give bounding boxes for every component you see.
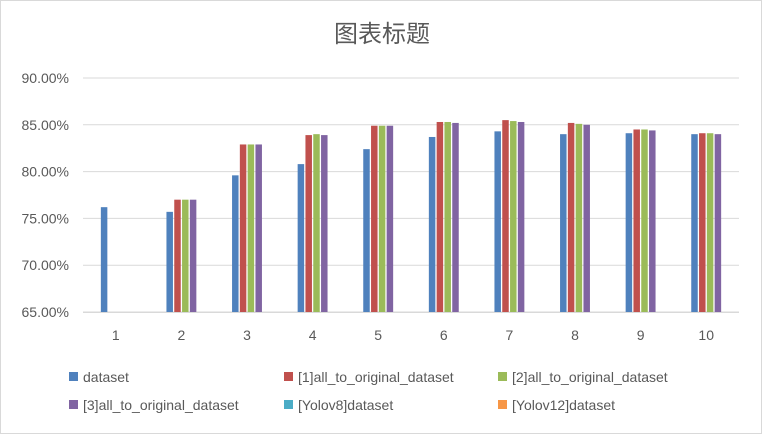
x-tick-label: 4 [309, 327, 317, 343]
x-axis: 1 2 3 4 5 6 7 8 9 10 [83, 312, 739, 343]
gridlines [83, 77, 739, 313]
x-tick-label: 2 [178, 327, 186, 343]
y-axis: 65.00% 70.00% 75.00% 80.00% 85.00% 90.00% [22, 70, 69, 320]
bar-1-1 [100, 207, 108, 312]
legend: dataset [1]all_to_original_dataset [2]all_… [69, 369, 668, 413]
bar-1-3 [232, 175, 239, 312]
x-tick-label: 5 [374, 327, 382, 343]
bar-3-8 [575, 123, 583, 312]
bar-2-5 [371, 125, 378, 313]
bar-3-2 [182, 199, 189, 312]
bar-4-6 [452, 122, 459, 313]
legend-label: dataset [83, 369, 129, 385]
legend-item: [Yolov8]dataset [284, 397, 393, 413]
bar-4-8 [583, 124, 590, 312]
y-tick-label: 65.00% [22, 304, 69, 320]
bar-4-7 [517, 121, 525, 313]
legend-label: [Yolov12]dataset [512, 397, 615, 413]
legend-label: [2]all_to_original_dataset [512, 369, 668, 385]
y-tick-label: 80.00% [22, 164, 69, 180]
legend-swatch [498, 400, 507, 409]
x-tick-label: 1 [112, 327, 120, 343]
bar-1-5 [363, 149, 370, 312]
legend-label: [Yolov8]dataset [298, 397, 393, 413]
bar-1-4 [297, 164, 305, 312]
bar-2-4 [305, 135, 312, 312]
bar-3-6 [444, 121, 451, 313]
bars [100, 120, 722, 313]
bar-1-9 [625, 133, 633, 312]
bar-4-9 [649, 130, 656, 312]
legend-swatch [69, 372, 78, 381]
legend-label: [1]all_to_original_dataset [298, 369, 454, 385]
bar-2-6 [436, 121, 444, 313]
x-tick-label: 3 [243, 327, 251, 343]
bar-2-3 [239, 144, 247, 312]
bar-3-7 [510, 121, 517, 312]
bar-3-5 [378, 125, 386, 313]
bar-2-7 [502, 120, 509, 313]
bar-2-2 [174, 199, 181, 312]
y-tick-label: 85.00% [22, 117, 69, 133]
bar-3-3 [247, 144, 255, 312]
legend-item: [1]all_to_original_dataset [284, 369, 454, 385]
bar-2-9 [633, 129, 640, 312]
bar-2-8 [567, 122, 575, 313]
bar-3-9 [641, 129, 648, 312]
bar-4-4 [321, 135, 328, 312]
legend-item: [2]all_to_original_dataset [498, 369, 668, 385]
x-tick-label: 6 [440, 327, 448, 343]
x-tick-label: 10 [698, 327, 714, 343]
bar-1-6 [428, 136, 436, 312]
y-tick-label: 75.00% [22, 210, 69, 226]
legend-swatch [284, 372, 293, 381]
x-tick-label: 9 [637, 327, 645, 343]
legend-swatch [498, 372, 507, 381]
legend-item: [3]all_to_original_dataset [69, 397, 239, 413]
x-tick-label: 7 [506, 327, 514, 343]
legend-swatch [69, 400, 78, 409]
bar-4-5 [386, 125, 394, 313]
bar-1-10 [691, 134, 698, 312]
bar-4-2 [189, 199, 197, 312]
legend-swatch [284, 400, 293, 409]
bar-4-10 [714, 134, 722, 312]
bar-2-10 [699, 133, 706, 312]
bar-3-4 [313, 134, 320, 312]
y-tick-label: 90.00% [22, 70, 69, 86]
x-tick-label: 8 [571, 327, 579, 343]
chart-title: 图表标题 [334, 20, 430, 48]
legend-item: [Yolov12]dataset [498, 397, 615, 413]
bar-1-2 [166, 211, 173, 312]
y-tick-label: 70.00% [22, 257, 69, 273]
legend-item: dataset [69, 369, 129, 385]
bar-1-7 [494, 131, 501, 312]
bar-3-10 [706, 133, 714, 312]
bar-4-3 [255, 144, 262, 312]
bar-1-8 [560, 134, 567, 312]
legend-label: [3]all_to_original_dataset [83, 397, 239, 413]
